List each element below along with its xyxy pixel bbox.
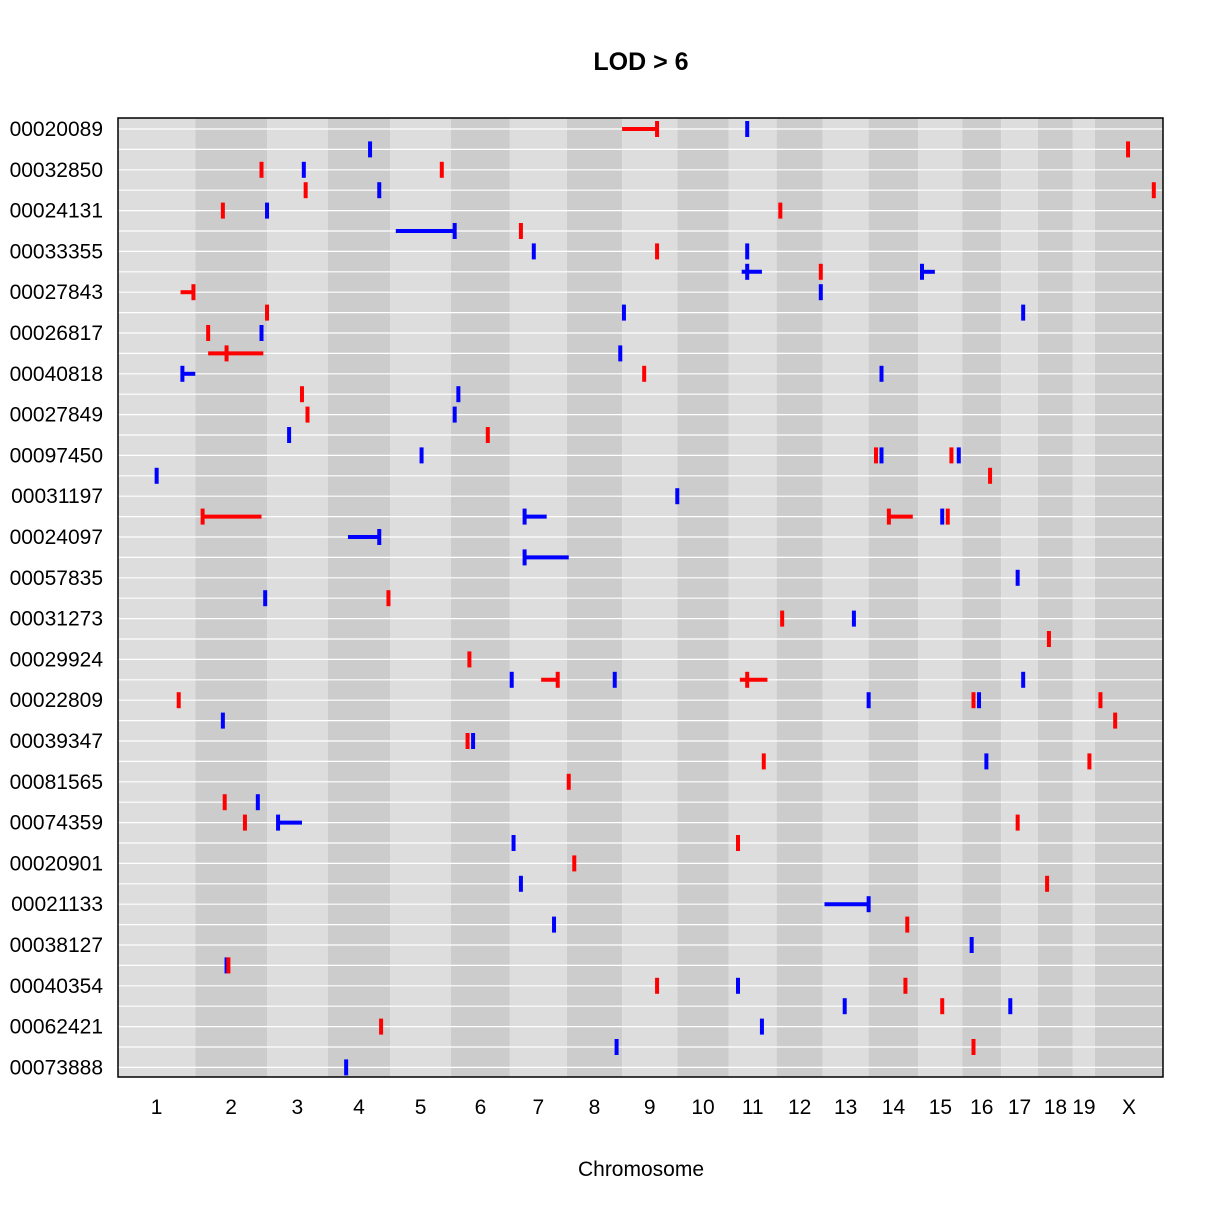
x-tick-label-9: 9 [644, 1096, 656, 1119]
x-tick-label-10: 10 [691, 1096, 714, 1119]
lod-interval-blue [276, 814, 302, 831]
lod-interval-red [180, 284, 196, 301]
chromosome-band-19 [1072, 118, 1095, 1077]
lod-interval-blue [522, 508, 547, 525]
row-label: 00038127 [10, 934, 103, 957]
chromosome-band-13 [822, 118, 869, 1077]
x-tick-label-13: 13 [834, 1096, 857, 1119]
chromosome-band-12 [776, 118, 823, 1077]
chart-title: LOD > 6 [593, 48, 688, 76]
x-tick-label-12: 12 [788, 1096, 811, 1119]
lod-interval-marks [154, 121, 1156, 1076]
row-label: 00020089 [10, 118, 103, 141]
lod-interval-blue [824, 896, 871, 913]
lod-interval-red [208, 345, 264, 362]
chromosome-band-7 [509, 118, 567, 1077]
x-axis-label: Chromosome [578, 1158, 704, 1181]
x-tick-label-7: 7 [533, 1096, 545, 1119]
row-label: 00026817 [10, 322, 103, 345]
chromosome-band-6 [451, 118, 510, 1077]
chromosome-band-2 [195, 118, 268, 1077]
x-tick-label-1: 1 [151, 1096, 163, 1119]
x-tick-label-8: 8 [589, 1096, 601, 1119]
lod-interval-blue [347, 529, 382, 545]
lod-interval-blue [522, 549, 569, 566]
chromosome-band-17 [1001, 118, 1038, 1077]
x-tick-label-X: X [1122, 1096, 1136, 1119]
chromosome-band-15 [918, 118, 963, 1077]
lod-interval-blue [741, 263, 762, 280]
chromosome-band-10 [677, 118, 729, 1077]
lod-interval-red [622, 121, 660, 137]
x-tick-label-14: 14 [882, 1096, 906, 1119]
row-label: 00032850 [10, 159, 103, 182]
x-tick-label-6: 6 [475, 1096, 487, 1119]
chromosome-band-18 [1037, 118, 1073, 1077]
row-label: 00029924 [10, 648, 104, 671]
chromosome-band-X [1094, 118, 1163, 1077]
x-tick-label-16: 16 [970, 1096, 993, 1119]
row-label: 00020901 [10, 852, 103, 875]
row-label: 00081565 [10, 771, 103, 794]
x-tick-label-17: 17 [1008, 1096, 1031, 1119]
row-label: 00074359 [10, 812, 103, 835]
chromosome-band-9 [622, 118, 678, 1077]
row-label: 00040818 [10, 363, 103, 386]
row-label: 00097450 [10, 444, 103, 467]
chromosome-band-5 [390, 118, 452, 1077]
x-tick-label-2: 2 [225, 1096, 237, 1119]
row-label: 00024097 [10, 526, 103, 549]
lod-interval-red [739, 671, 768, 688]
row-label: 00057835 [10, 567, 103, 590]
lod-interval-red [200, 508, 262, 525]
chromosome-bands [118, 118, 1163, 1077]
lod-interval-blue [395, 223, 457, 239]
lod-interval-blue [919, 263, 935, 280]
x-tick-label-15: 15 [929, 1096, 952, 1119]
x-tick-label-5: 5 [415, 1096, 427, 1119]
row-label: 00062421 [10, 1016, 103, 1039]
row-label: 00031273 [10, 608, 103, 631]
row-label: 00040354 [10, 975, 104, 998]
x-tick-label-4: 4 [353, 1096, 365, 1119]
x-tick-labels: 1 2 3 4 5 6 7 8 9 10 11 12 13 14 15 16 17 18 19 X [151, 1096, 1136, 1119]
row-label: 00073888 [10, 1056, 103, 1079]
chromosome-band-8 [566, 118, 623, 1077]
row-label: 00027843 [10, 281, 103, 304]
row-label: 00031197 [11, 485, 103, 508]
chromosome-band-1 [118, 118, 196, 1077]
plot-frame [117, 117, 1164, 1078]
chromosome-band-3 [267, 118, 328, 1077]
row-label: 00027849 [10, 404, 103, 427]
row-label: 00022809 [10, 689, 103, 712]
chromosome-band-4 [327, 118, 391, 1077]
chromosome-band-16 [962, 118, 1002, 1077]
lod-interval-blue [180, 365, 196, 382]
row-label: 00039347 [10, 730, 103, 753]
lod-interval-red [541, 671, 560, 688]
row-label: 00033355 [10, 240, 103, 263]
row-gridlines [118, 128, 1163, 1069]
x-tick-label-18: 18 [1044, 1096, 1067, 1119]
row-label: 00021133 [11, 893, 103, 916]
lod-interval-red [886, 508, 913, 525]
chromosome-band-11 [728, 118, 777, 1077]
row-labels: 00020089 00032850 00024131 00033355 00027843… [10, 118, 104, 1079]
x-tick-label-11: 11 [742, 1096, 764, 1119]
x-tick-label-19: 19 [1072, 1096, 1095, 1119]
row-label: 00024131 [10, 200, 103, 223]
x-tick-label-3: 3 [292, 1096, 304, 1119]
chromosome-band-14 [868, 118, 919, 1077]
